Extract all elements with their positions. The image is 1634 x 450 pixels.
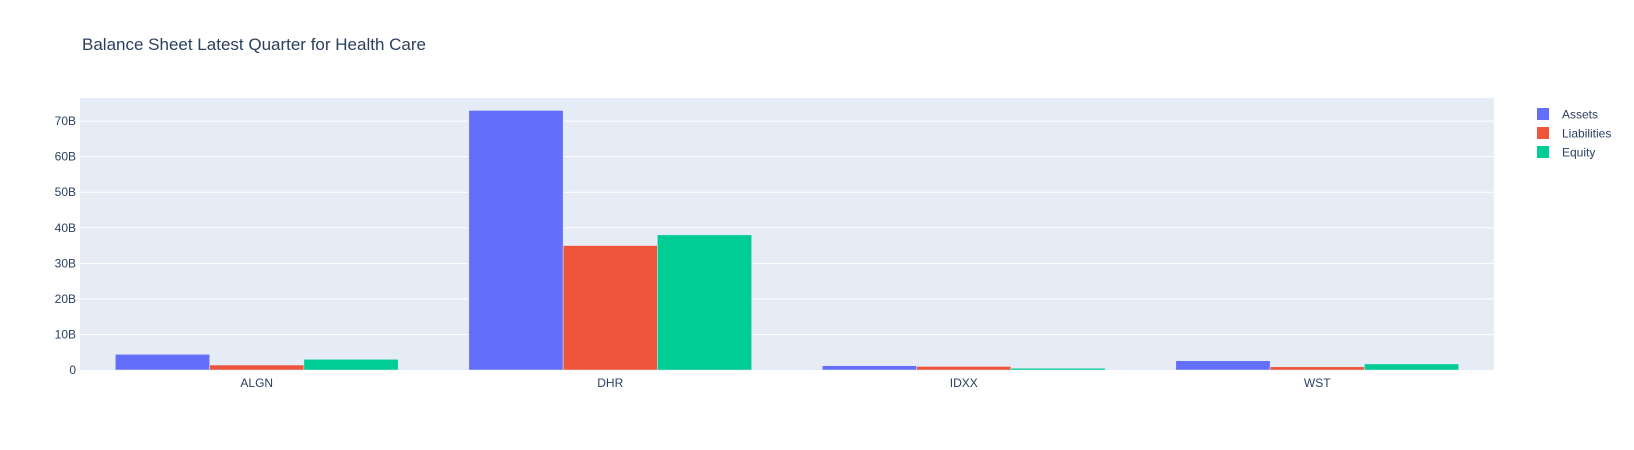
legend-item-assets[interactable]: Assets: [1537, 108, 1598, 122]
y-tick-label: 50B: [55, 185, 76, 199]
plot-area: [80, 98, 1494, 370]
bars: [115, 110, 1459, 371]
legend-swatch: [1537, 146, 1549, 158]
bar-equity-dhr[interactable]: [657, 234, 752, 371]
y-tick-label: 20B: [55, 292, 76, 306]
x-tick-label: DHR: [597, 376, 623, 390]
legend-label: Assets: [1562, 108, 1598, 122]
legend-label: Liabilities: [1562, 127, 1611, 141]
bar-assets-algn[interactable]: [115, 354, 210, 371]
legend-swatch: [1537, 108, 1549, 120]
bar-assets-dhr[interactable]: [468, 110, 564, 371]
x-axis-ticks: ALGN DHR IDXX WST: [240, 376, 1331, 390]
x-tick-label: IDXX: [950, 376, 978, 390]
bar-liabilities-idxx[interactable]: [916, 366, 1012, 371]
y-tick-label: 0: [69, 363, 76, 377]
bar-liabilities-wst[interactable]: [1269, 366, 1365, 371]
bar-equity-wst[interactable]: [1364, 363, 1459, 371]
x-tick-label: WST: [1304, 376, 1331, 390]
chart-title: Balance Sheet Latest Quarter for Health …: [82, 35, 426, 54]
legend-label: Equity: [1562, 146, 1595, 160]
y-tick-label: 60B: [55, 150, 76, 164]
bar-equity-algn[interactable]: [303, 359, 399, 371]
y-tick-label: 10B: [55, 327, 76, 341]
bar-equity-idxx[interactable]: [1010, 367, 1106, 371]
legend-item-equity[interactable]: Equity: [1537, 146, 1595, 160]
legend[interactable]: Assets Liabilities Equity: [1537, 108, 1611, 160]
y-axis-ticks: 0 10B 20B 30B 40B 50B 60B 70B: [55, 114, 77, 377]
series-equity: [303, 234, 1459, 371]
gridlines: [80, 120, 1494, 335]
bar-assets-idxx[interactable]: [822, 365, 917, 371]
bar-liabilities-dhr[interactable]: [562, 245, 658, 371]
bar-assets-wst[interactable]: [1175, 360, 1271, 371]
x-tick-label: ALGN: [240, 376, 273, 390]
series-assets: [115, 110, 1271, 371]
legend-item-liabilities[interactable]: Liabilities: [1537, 127, 1611, 141]
y-tick-label: 30B: [55, 256, 76, 270]
legend-swatch: [1537, 127, 1549, 139]
bar-liabilities-algn[interactable]: [209, 364, 305, 371]
y-tick-label: 70B: [55, 114, 76, 128]
y-tick-label: 40B: [55, 221, 76, 235]
